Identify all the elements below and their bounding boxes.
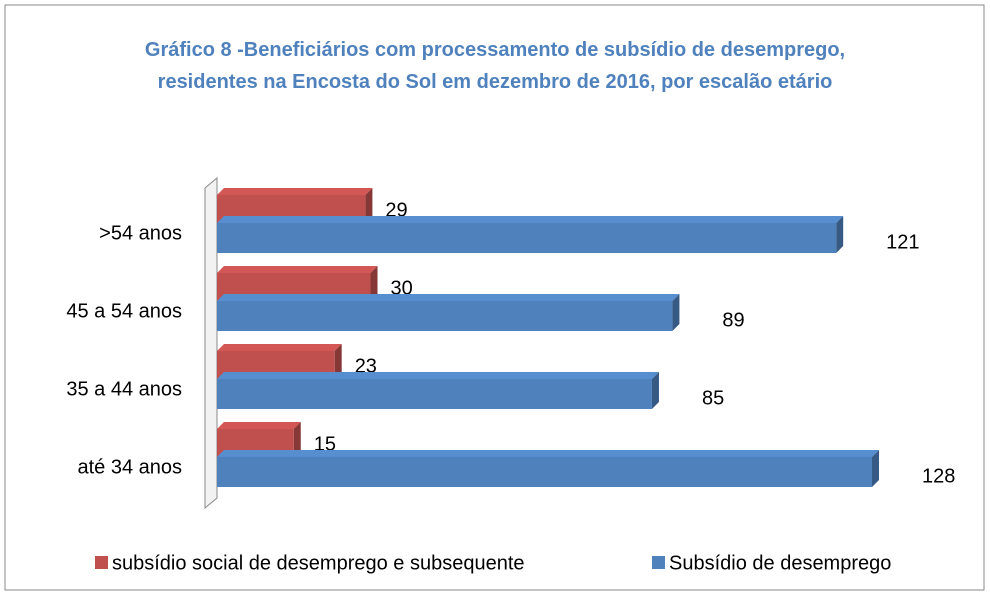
- bar-top: [217, 294, 680, 301]
- bar-top: [217, 266, 378, 273]
- legend-swatch: [652, 556, 665, 569]
- data-label: 15: [314, 433, 336, 455]
- bar-side: [651, 372, 659, 409]
- bar: [217, 379, 652, 409]
- bar-top: [217, 450, 879, 457]
- bar-top: [217, 216, 844, 223]
- bar-side: [365, 188, 373, 223]
- data-label: 89: [722, 309, 744, 331]
- bar-side: [293, 422, 301, 457]
- data-label: 30: [391, 277, 413, 299]
- bar-side: [334, 344, 342, 379]
- y-tick-label: até 34 anos: [77, 456, 182, 478]
- bar-top: [217, 188, 373, 195]
- data-label: 29: [385, 199, 407, 221]
- legend-label: subsídio social de desemprego e subseque…: [112, 552, 525, 574]
- bar-top: [217, 422, 301, 429]
- bar-side: [872, 450, 879, 487]
- bar-side: [370, 266, 378, 301]
- bar-top: [217, 372, 659, 379]
- bar-side: [836, 216, 844, 253]
- chart-title: Gráfico 8 -Beneficiários com processamen…: [144, 39, 846, 93]
- data-label: 128: [922, 465, 955, 487]
- bar: [217, 301, 673, 331]
- y-tick-label: 45 a 54 anos: [66, 300, 182, 322]
- bar: [217, 457, 872, 487]
- plot-wall: [204, 176, 218, 510]
- chart-frame: [4, 4, 985, 591]
- y-tick-label: 35 a 44 anos: [66, 378, 182, 400]
- data-label: 85: [702, 387, 724, 409]
- bar-top: [217, 344, 342, 351]
- data-label: 23: [355, 355, 377, 377]
- y-tick-label: >54 anos: [99, 222, 182, 244]
- bar-side: [672, 294, 680, 331]
- data-label: 121: [886, 231, 919, 253]
- bar: [217, 223, 837, 253]
- legend-swatch: [95, 556, 108, 569]
- legend-label: Subsídio de desemprego: [669, 552, 891, 574]
